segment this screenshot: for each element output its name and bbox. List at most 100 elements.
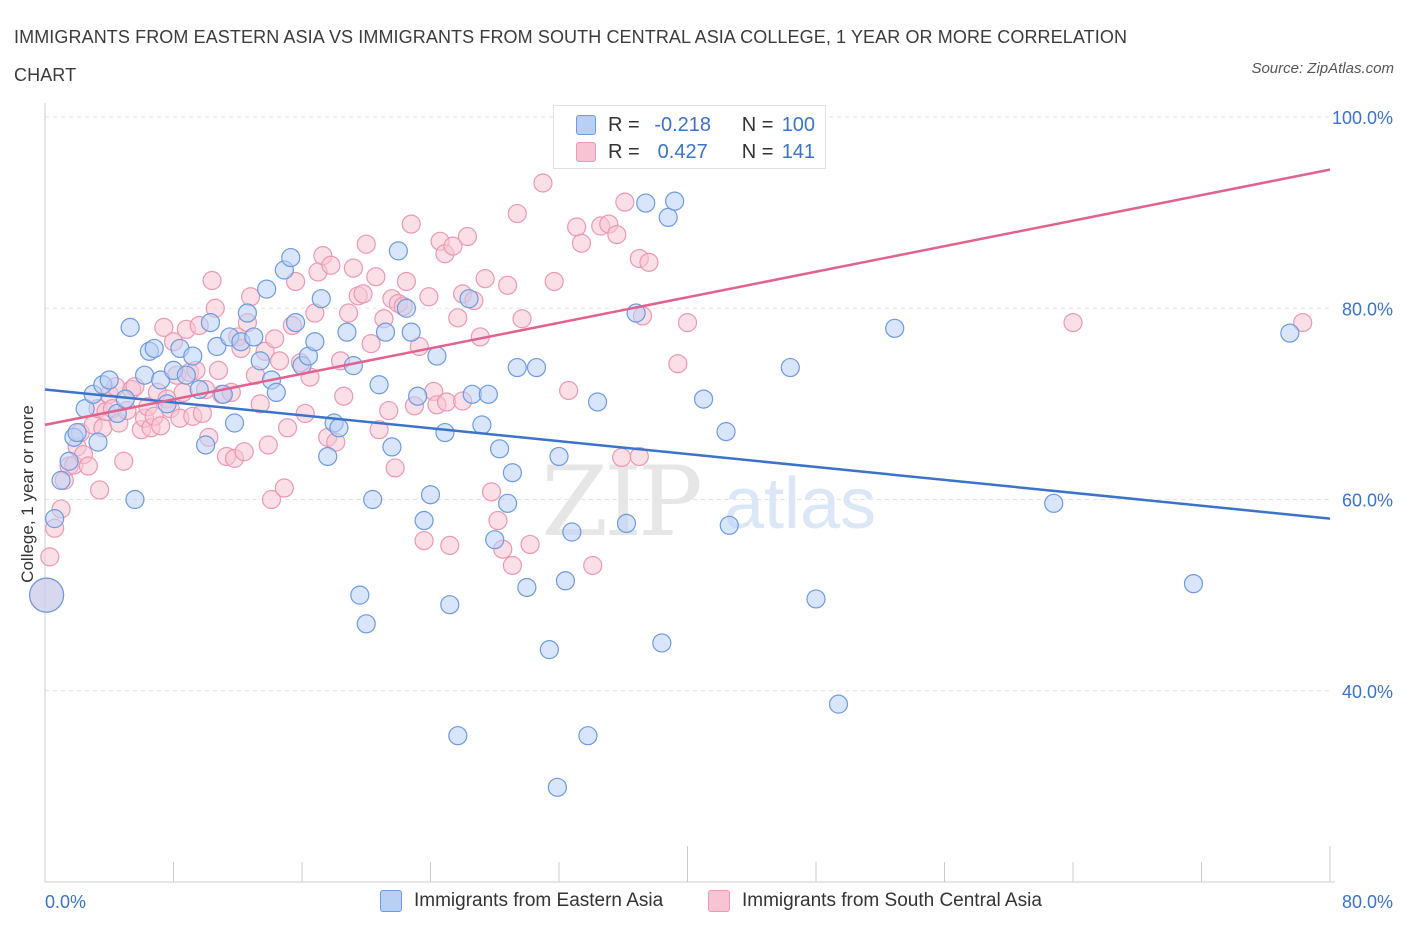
pink-point	[269, 351, 290, 371]
blue-point	[1280, 323, 1300, 343]
blue-point	[45, 509, 65, 529]
blue-point	[120, 317, 140, 337]
blue-point	[549, 446, 569, 467]
blue-point	[1044, 493, 1064, 513]
pink-point	[544, 271, 564, 292]
pink-point	[436, 392, 457, 412]
blue-point	[658, 207, 678, 228]
legend-label-south-central-asia: Immigrants from South Central Asia	[742, 890, 1042, 911]
blue-r-value: -0.218	[654, 113, 712, 136]
blue-point	[440, 595, 460, 615]
blue-point	[356, 614, 376, 634]
blue-n-value: 100	[781, 113, 816, 136]
pink-point	[295, 403, 315, 424]
blue-point	[547, 777, 567, 797]
pink-point	[353, 284, 373, 304]
x-tick-label: 0.0%	[45, 892, 86, 912]
pink-point	[414, 531, 434, 551]
legend-label-eastern-asia: Immigrants from Eastern Asia	[414, 890, 664, 911]
blue-r-label: R =	[608, 113, 640, 136]
pink-point	[90, 480, 110, 500]
pink-point	[396, 271, 417, 292]
pink-point	[488, 510, 508, 531]
blue-point	[502, 463, 523, 483]
blue-point	[382, 437, 402, 457]
pink-point	[520, 534, 540, 555]
pink-point	[361, 334, 381, 354]
pink-swatch	[576, 142, 596, 162]
pink-point	[114, 451, 134, 471]
pink-point	[274, 478, 294, 498]
blue-point	[305, 332, 325, 352]
blue-point	[885, 318, 905, 338]
blue-point	[29, 577, 65, 613]
blue-point	[435, 422, 455, 443]
blue-point	[151, 370, 171, 390]
blue-point	[207, 336, 227, 357]
blue-point	[427, 346, 447, 366]
pink-trend-line	[44, 168, 1331, 427]
pink-point	[607, 225, 627, 245]
pink-point	[629, 446, 649, 467]
watermark: ZIP atlas	[541, 446, 876, 558]
blue-point	[134, 365, 155, 385]
pink-point	[533, 173, 553, 193]
blue-point	[157, 394, 177, 414]
blue-point	[125, 489, 145, 510]
pink-r-value: 0.427	[657, 140, 708, 163]
y-tick-label: 80.0%	[1342, 299, 1393, 319]
pink-point	[202, 270, 222, 291]
blue-n-label: N =	[741, 113, 774, 136]
chart-source: Source: ZipAtlas.com	[1251, 60, 1394, 77]
axes	[44, 103, 1335, 883]
pink-point	[151, 416, 171, 436]
blue-point	[401, 322, 421, 342]
pink-point	[419, 287, 439, 307]
pink-point	[481, 482, 502, 502]
blue-point	[555, 571, 576, 591]
blue-point	[329, 418, 349, 438]
pink-point	[502, 555, 523, 576]
pink-point	[250, 394, 270, 414]
pink-point	[285, 271, 306, 292]
pink-point	[321, 255, 341, 275]
pink-point	[401, 214, 421, 234]
blue-point	[318, 446, 338, 467]
blue-series-points	[29, 191, 1300, 797]
chart-title: IMMIGRANTS FROM EASTERN ASIA VS IMMIGRAN…	[14, 27, 1128, 85]
legend-item-eastern-asia: Immigrants from Eastern Asia	[380, 890, 663, 912]
blue-point	[200, 312, 221, 333]
blue-point	[780, 357, 800, 378]
trend-lines	[44, 168, 1331, 520]
pink-point	[234, 442, 254, 462]
pink-point	[498, 275, 518, 295]
blue-point	[636, 193, 656, 213]
blue-point	[388, 241, 408, 261]
blue-point	[396, 298, 417, 318]
blue-point	[587, 392, 608, 412]
blue-point	[311, 289, 331, 309]
blue-point	[693, 389, 714, 409]
blue-point	[224, 413, 245, 433]
blue-point	[652, 633, 672, 653]
grid	[45, 116, 1330, 692]
pink-point	[615, 192, 635, 212]
blue-point	[478, 384, 498, 404]
x-tick-label: 80.0%	[1342, 892, 1393, 912]
pink-point	[261, 489, 282, 510]
y-tick-label: 40.0%	[1342, 682, 1393, 702]
blue-point	[459, 289, 479, 309]
blue-point	[99, 370, 119, 390]
pink-point	[343, 258, 363, 278]
blue-point	[578, 726, 598, 746]
legend-swatch-pink	[708, 890, 730, 912]
blue-point	[472, 415, 492, 435]
pink-point	[334, 386, 354, 406]
pink-point	[475, 269, 495, 289]
blue-point	[257, 279, 277, 299]
legend-swatch-blue	[380, 890, 402, 912]
correlation-legend: R = -0.218 N = 100 R = 0.427 N = 141	[553, 105, 826, 169]
blue-point	[526, 357, 547, 378]
pink-point	[1063, 312, 1083, 333]
pink-n-label: N =	[741, 140, 774, 163]
